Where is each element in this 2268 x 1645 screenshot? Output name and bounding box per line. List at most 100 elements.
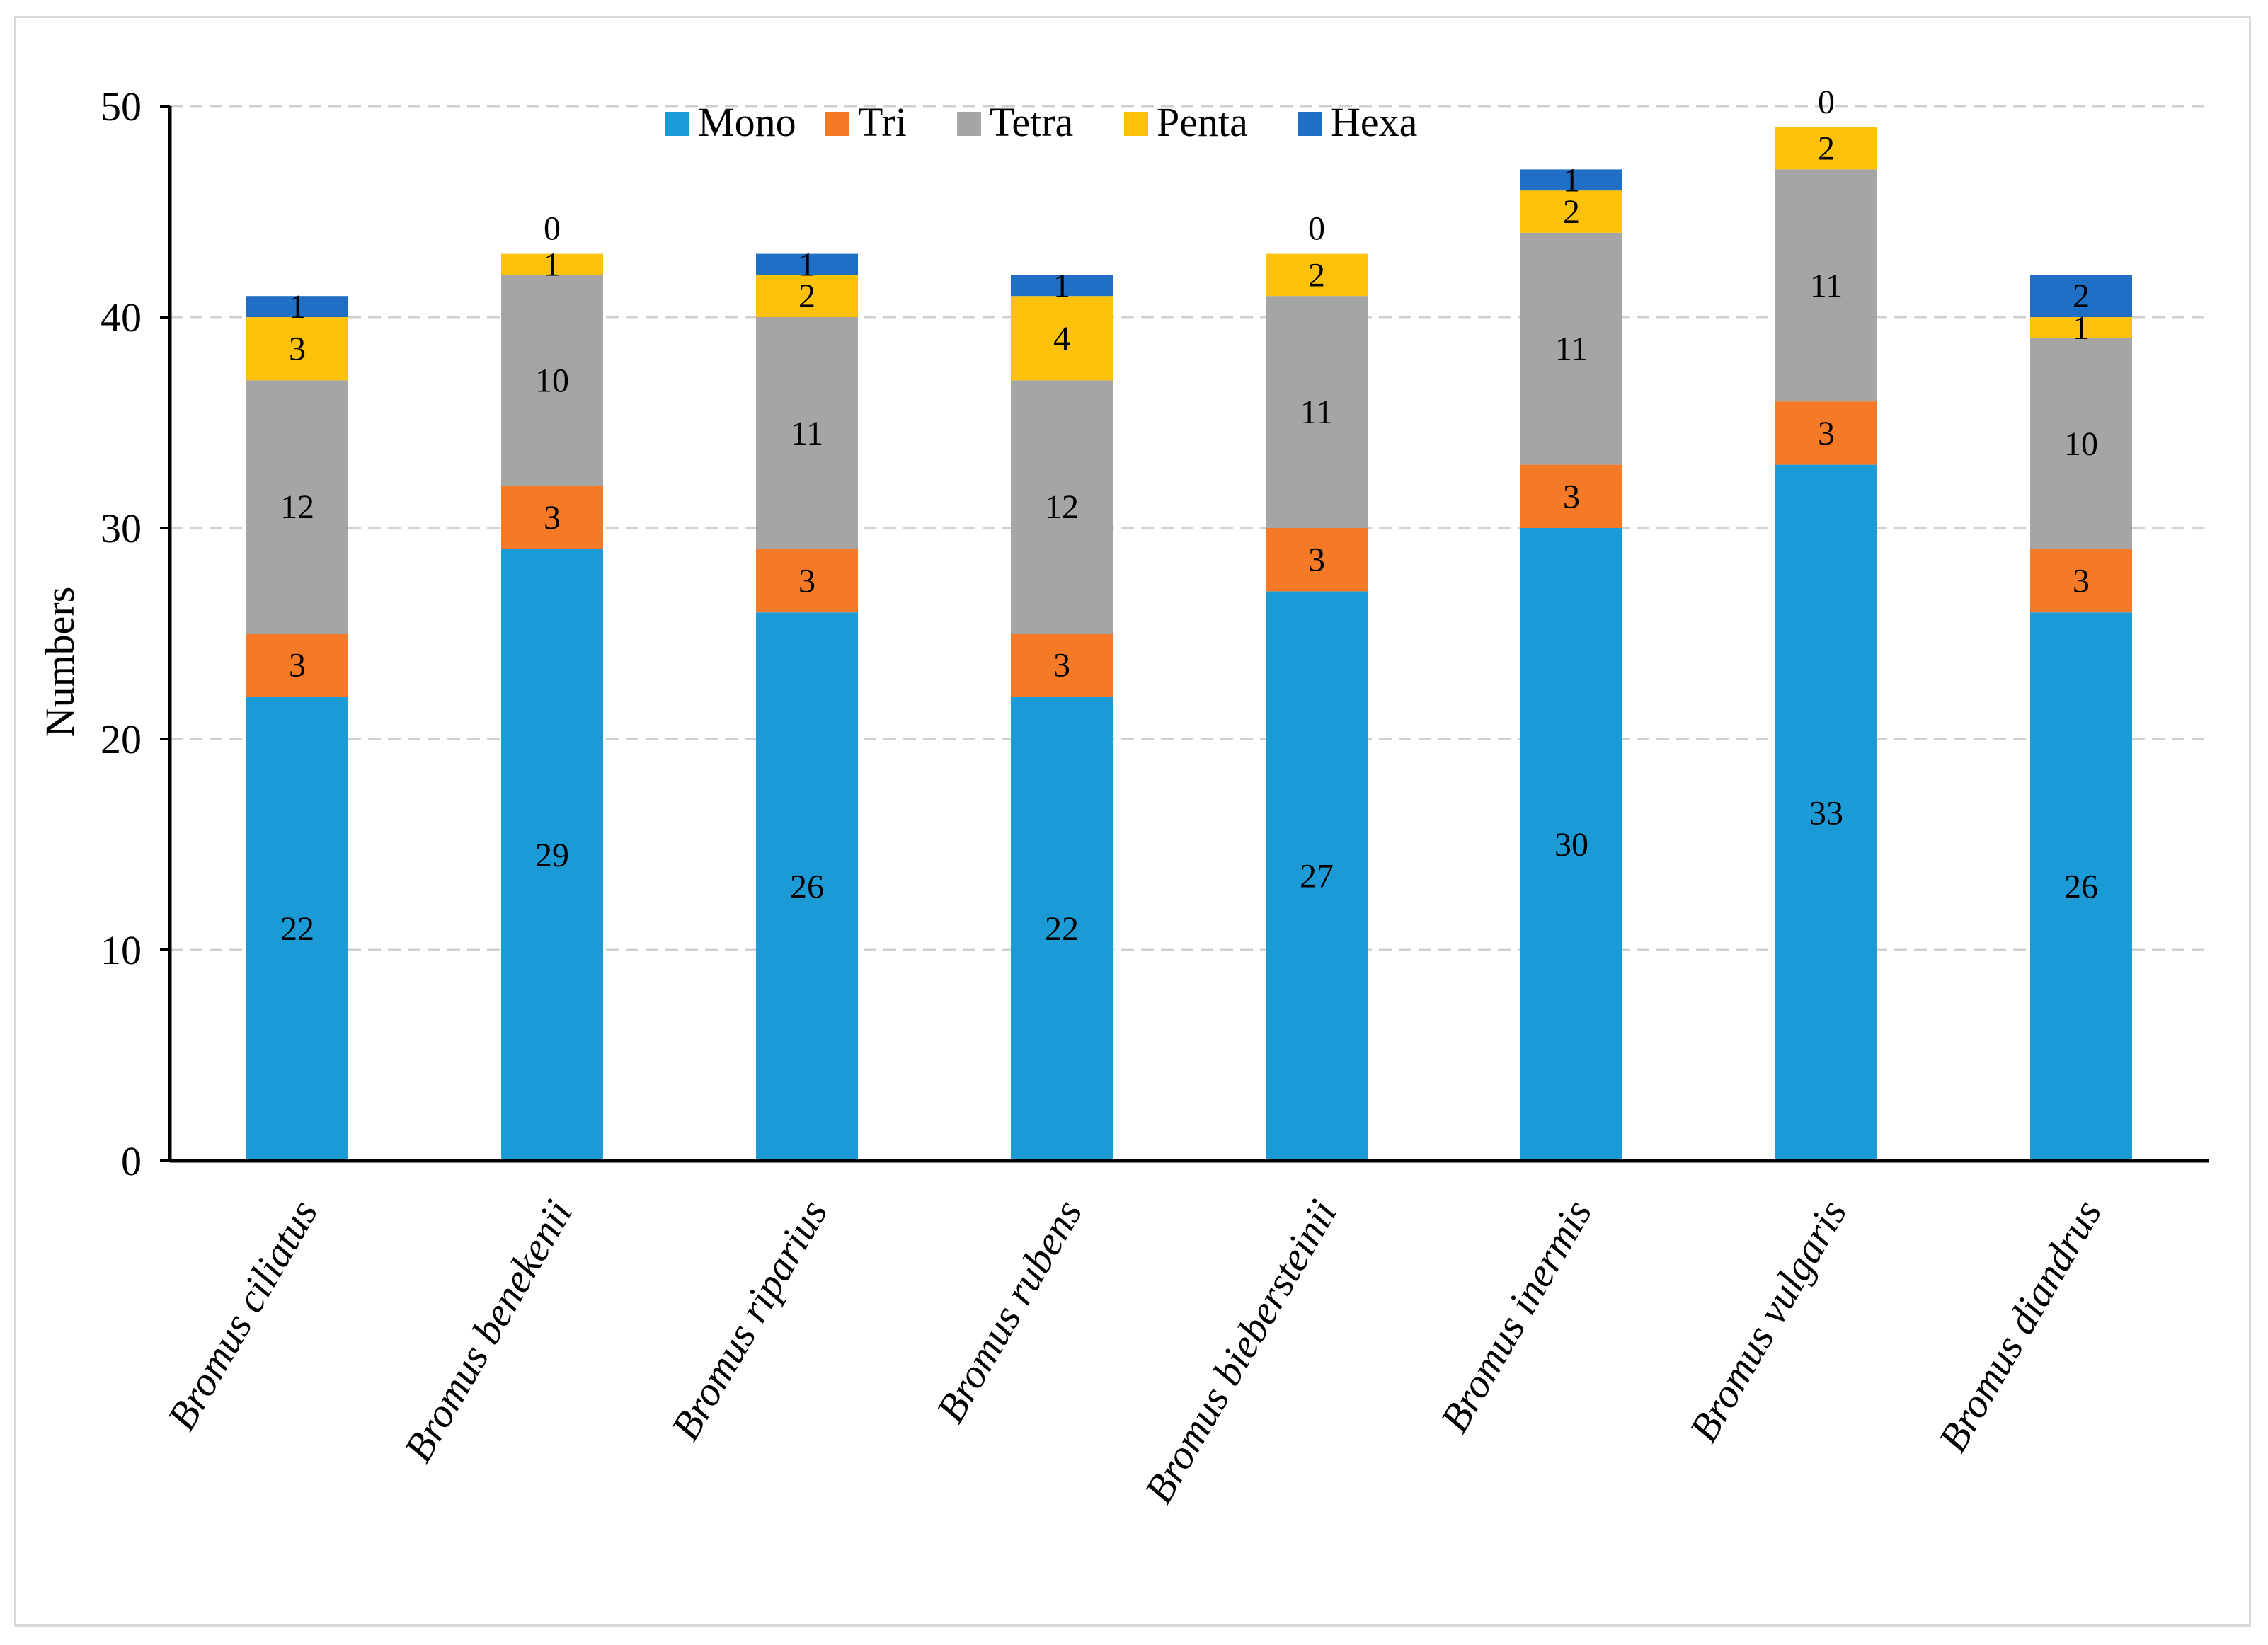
- y-tick-label-20: 20: [101, 716, 142, 762]
- bar-hexa-bromus-inermis: [1520, 169, 1622, 191]
- bar-tetra-bromus-riparius: [756, 317, 858, 549]
- bar-hexa-bromus-ciliatus: [246, 296, 348, 317]
- data-label-mono-bromus-rubens: 22: [1045, 910, 1079, 948]
- y-tick-label-30: 30: [101, 505, 142, 551]
- bar-tetra-bromus-inermis: [1520, 232, 1622, 465]
- bar-tetra-bromus-diandrus: [2030, 338, 2132, 549]
- data-label-hexa-bromus-inermis: 1: [1563, 161, 1580, 199]
- bar-penta-bromus-biebersteinii: [1266, 253, 1368, 297]
- bar-tetra-bromus-biebersteinii: [1266, 296, 1368, 528]
- legend-label-penta: Penta: [1157, 99, 1248, 145]
- data-label-tri-bromus-riparius: 3: [798, 563, 815, 600]
- chart-frame: [14, 16, 2251, 1627]
- bar-mono-bromus-inermis: [1520, 528, 1622, 1161]
- category-label-bromus-inermis: Bromus inermis: [1431, 1192, 1601, 1440]
- bar-penta-bromus-vulgaris: [1775, 127, 1877, 170]
- bars: [246, 127, 2132, 1161]
- data-label-tetra-bromus-biebersteinii: 11: [1300, 394, 1333, 431]
- bar-tetra-bromus-ciliatus: [246, 380, 348, 634]
- data-label-mono-bromus-benekenii: 29: [535, 837, 569, 874]
- data-label-tri-bromus-inermis: 3: [1563, 478, 1580, 515]
- bar-penta-bromus-riparius: [756, 275, 858, 317]
- data-label-penta-bromus-vulgaris: 2: [1818, 130, 1835, 168]
- bar-penta-bromus-diandrus: [2030, 317, 2132, 338]
- data-label-mono-bromus-inermis: 30: [1554, 826, 1588, 864]
- bar-tri-bromus-riparius: [756, 549, 858, 613]
- data-label-tetra-bromus-diandrus: 10: [2064, 425, 2098, 463]
- category-label-bromus-ciliatus: Bromus ciliatus: [158, 1192, 326, 1438]
- bar-tri-bromus-biebersteinii: [1266, 528, 1368, 592]
- bar-tri-bromus-vulgaris: [1775, 401, 1877, 465]
- data-label-hexa-bromus-benekenii: 0: [544, 210, 561, 248]
- bar-mono-bromus-riparius: [756, 612, 858, 1161]
- data-label-tri-bromus-diandrus: 3: [2073, 563, 2090, 600]
- data-label-tri-bromus-vulgaris: 3: [1818, 415, 1835, 452]
- data-label-mono-bromus-vulgaris: 33: [1809, 794, 1843, 832]
- data-label-hexa-bromus-riparius: 1: [798, 246, 815, 284]
- y-tick-label-50: 50: [101, 84, 142, 130]
- y-tick-label-10: 10: [101, 927, 142, 973]
- data-label-tetra-bromus-ciliatus: 12: [280, 488, 314, 526]
- legend-swatch-penta: [1124, 112, 1148, 136]
- data-label-tetra-bromus-vulgaris: 11: [1810, 267, 1843, 304]
- data-label-tetra-bromus-inermis: 11: [1555, 331, 1588, 368]
- legend-swatch-tri: [825, 112, 849, 136]
- y-tick-label-40: 40: [101, 294, 142, 340]
- bar-tri-bromus-ciliatus: [246, 634, 348, 697]
- bar-tri-bromus-inermis: [1520, 464, 1622, 528]
- data-label-hexa-bromus-biebersteinii: 0: [1308, 210, 1325, 248]
- legend-swatch-tetra: [957, 112, 981, 136]
- legend-swatch-hexa: [1298, 112, 1322, 136]
- bar-mono-bromus-benekenii: [501, 549, 603, 1161]
- data-label-hexa-bromus-diandrus: 2: [2073, 277, 2090, 315]
- bar-hexa-bromus-diandrus: [2030, 275, 2132, 317]
- data-label-penta-bromus-rubens: 4: [1053, 320, 1070, 357]
- data-label-mono-bromus-riparius: 26: [790, 869, 824, 906]
- legend: Mono Tri Tetra Penta Hexa: [665, 99, 1417, 145]
- bar-penta-bromus-rubens: [1011, 296, 1113, 381]
- bar-tetra-bromus-rubens: [1011, 380, 1113, 634]
- data-label-mono-bromus-ciliatus: 22: [280, 910, 314, 948]
- legend-label-tetra: Tetra: [990, 99, 1073, 145]
- bar-penta-bromus-benekenii: [501, 253, 603, 275]
- data-label-penta-bromus-diandrus: 1: [2073, 309, 2090, 347]
- legend-swatch-mono: [665, 112, 689, 136]
- data-label-hexa-bromus-rubens: 1: [1053, 267, 1070, 304]
- y-tick-label-0: 0: [121, 1138, 142, 1184]
- data-label-penta-bromus-ciliatus: 3: [289, 331, 306, 368]
- bar-hexa-bromus-rubens: [1011, 275, 1113, 297]
- y-axis-title: Numbers: [37, 587, 83, 738]
- bar-tetra-bromus-vulgaris: [1775, 169, 1877, 402]
- bar-mono-bromus-biebersteinii: [1266, 591, 1368, 1161]
- data-label-tri-bromus-biebersteinii: 3: [1308, 541, 1325, 579]
- data-label-mono-bromus-biebersteinii: 27: [1300, 858, 1334, 895]
- category-label-bromus-diandrus: Bromus diandrus: [1929, 1192, 2110, 1460]
- gridlines: [170, 105, 2209, 951]
- data-label-tetra-bromus-benekenii: 10: [535, 362, 569, 399]
- data-label-penta-bromus-riparius: 2: [798, 277, 815, 315]
- bar-penta-bromus-inermis: [1520, 190, 1622, 233]
- category-label-bromus-riparius: Bromus riparius: [662, 1192, 836, 1448]
- category-label-bromus-vulgaris: Bromus vulgaris: [1680, 1192, 1856, 1450]
- y-tick-labels: 0 10 20 30 40 50: [101, 84, 170, 1184]
- bar-tetra-bromus-benekenii: [501, 275, 603, 486]
- data-label-mono-bromus-diandrus: 26: [2064, 869, 2098, 906]
- legend-label-mono: Mono: [698, 99, 796, 145]
- bar-mono-bromus-diandrus: [2030, 612, 2132, 1161]
- data-label-penta-bromus-inermis: 2: [1563, 193, 1580, 231]
- x-category-labels: Bromus ciliatus Bromus benekenii Bromus ri…: [158, 1192, 2110, 1511]
- data-label-hexa-bromus-vulgaris: 0: [1818, 84, 1835, 121]
- bar-penta-bromus-ciliatus: [246, 317, 348, 381]
- data-labels: 2231231293101026311212231241273112030311…: [280, 84, 2098, 948]
- bar-tri-bromus-benekenii: [501, 486, 603, 549]
- data-label-tri-bromus-benekenii: 3: [544, 499, 561, 537]
- legend-label-tri: Tri: [858, 99, 907, 145]
- data-label-hexa-bromus-ciliatus: 1: [289, 288, 306, 326]
- data-label-penta-bromus-benekenii: 1: [544, 246, 561, 284]
- data-label-tri-bromus-ciliatus: 3: [289, 647, 306, 684]
- category-label-bromus-benekenii: Bromus benekenii: [394, 1192, 581, 1469]
- bar-tri-bromus-diandrus: [2030, 549, 2132, 613]
- bar-hexa-bromus-riparius: [756, 253, 858, 275]
- bar-mono-bromus-ciliatus: [246, 697, 348, 1161]
- data-label-tetra-bromus-riparius: 11: [791, 415, 823, 452]
